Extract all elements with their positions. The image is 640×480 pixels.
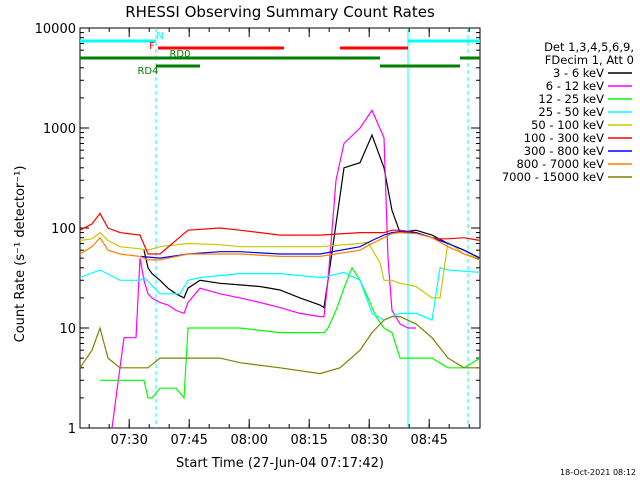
- status-label: RD0: [169, 49, 190, 60]
- x-tick-label: 08:15: [290, 433, 327, 448]
- legend-label: 7000 - 15000 keV: [502, 170, 604, 184]
- legend-label: 800 - 7000 keV: [516, 157, 604, 171]
- x-tick-label: 07:45: [170, 433, 207, 448]
- legend-label: 300 - 800 keV: [524, 144, 604, 158]
- x-tick-label: 08:30: [350, 433, 387, 448]
- series-line: [79, 316, 480, 375]
- y-tick-label: 100: [51, 222, 76, 237]
- legend-label: 12 - 25 keV: [538, 92, 604, 106]
- legend: Det 1,3,4,5,6,9,FDecim 1, Att 03 - 6 keV…: [502, 40, 634, 184]
- y-tick-label: 10: [59, 322, 76, 337]
- y-tick-label: 1: [68, 422, 76, 437]
- legend-label: 3 - 6 keV: [553, 66, 604, 80]
- footer-date: 18-Oct-2021 08:12: [560, 468, 636, 477]
- status-label: N: [156, 31, 163, 42]
- legend-label: 6 - 12 keV: [546, 79, 604, 93]
- x-tick-label: 07:30: [110, 433, 147, 448]
- legend-label: 25 - 50 keV: [538, 105, 604, 119]
- x-tick-label: 08:45: [410, 433, 447, 448]
- chart-title: RHESSI Observing Summary Count Rates: [125, 3, 435, 21]
- legend-header: FDecim 1, Att 0: [545, 53, 634, 67]
- series-line: [111, 109, 416, 429]
- y-axis-label: Count Rate (s⁻¹ detector⁻¹): [13, 166, 28, 343]
- series-line: [100, 266, 481, 400]
- series-line: [79, 267, 481, 321]
- y-tick-label: 1000: [43, 122, 76, 137]
- series-line: [79, 231, 481, 261]
- legend-label: 50 - 100 keV: [531, 118, 604, 132]
- legend-header: Det 1,3,4,5,6,9,: [544, 40, 634, 54]
- plot-area: 1 10 100 1000 10000 07:30 07:45 08:00 08:15 08:30…: [35, 22, 481, 448]
- series-line: [139, 230, 481, 259]
- legend-label: 100 - 300 keV: [524, 131, 604, 145]
- status-label: F: [149, 41, 155, 52]
- series-line: [79, 231, 481, 299]
- x-axis-label: Start Time (27-Jun-04 07:17:42): [176, 456, 384, 471]
- status-label: RD4: [137, 66, 158, 77]
- y-tick-label: 10000: [35, 22, 76, 37]
- x-tick-label: 08:00: [230, 433, 267, 448]
- series-line: [143, 133, 481, 309]
